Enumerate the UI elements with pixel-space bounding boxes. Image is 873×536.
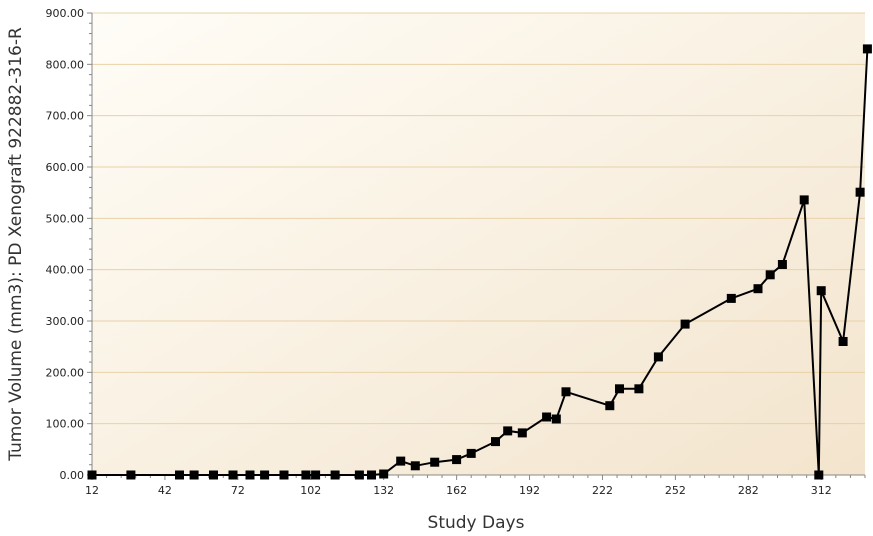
y-tick-label: 300.00 (46, 315, 85, 328)
data-point (765, 270, 775, 280)
data-point (838, 337, 848, 346)
data-point (605, 401, 615, 411)
y-tick-label: 900.00 (46, 7, 85, 20)
data-point (615, 384, 624, 394)
data-point (753, 284, 763, 294)
data-series (87, 44, 872, 480)
gridlines (92, 12, 865, 425)
data-point (491, 437, 500, 447)
x-axis-title: Study Days (428, 513, 525, 533)
data-point (561, 387, 571, 397)
data-point (279, 470, 289, 480)
y-tick-label: 400.00 (46, 264, 85, 277)
data-point (410, 461, 420, 471)
plot-area (92, 13, 865, 475)
data-point (126, 470, 136, 480)
y-tick-label: 700.00 (46, 110, 85, 123)
data-point (816, 286, 826, 296)
data-point (814, 470, 824, 480)
data-point (396, 456, 406, 466)
data-point (680, 319, 690, 329)
data-point (189, 470, 199, 480)
x-tick-label: 12 (85, 484, 99, 497)
y-axis-title: Tumor Volume (mm3): PD Xenograft 922882-… (6, 27, 26, 462)
data-point (634, 384, 644, 394)
y-tick-label: 0.00 (60, 469, 85, 482)
data-point (228, 470, 238, 480)
data-point (517, 428, 527, 438)
x-tick-label: 102 (300, 484, 321, 497)
data-point (301, 470, 311, 480)
data-point (209, 470, 218, 480)
y-tick-label: 200.00 (46, 366, 85, 379)
data-point (430, 457, 440, 467)
data-point (330, 470, 340, 480)
data-point (503, 426, 513, 436)
data-point (551, 414, 561, 424)
data-point (354, 470, 364, 480)
data-point (379, 469, 389, 479)
x-tick-label: 42 (158, 484, 172, 497)
data-point (311, 470, 321, 480)
data-point (777, 260, 787, 269)
x-tick-label: 192 (519, 484, 540, 497)
x-tick-label: 162 (446, 484, 467, 497)
data-point (653, 352, 663, 362)
data-point (799, 195, 809, 205)
data-point (452, 455, 462, 465)
y-tick-label: 100.00 (46, 418, 85, 431)
data-point (260, 470, 270, 480)
data-point (726, 293, 736, 303)
data-point (855, 187, 865, 197)
y-tick-label: 800.00 (46, 58, 85, 71)
x-tick-label: 282 (738, 484, 759, 497)
x-tick-label: 72 (231, 484, 245, 497)
x-tick-label: 222 (592, 484, 613, 497)
data-point (466, 448, 476, 458)
y-tick-label: 600.00 (46, 161, 85, 174)
x-tick-label: 312 (811, 484, 832, 497)
data-point (862, 44, 872, 54)
data-point (245, 470, 255, 480)
x-tick-label: 132 (373, 484, 394, 497)
data-point (542, 412, 552, 422)
x-tick-label: 252 (665, 484, 686, 497)
data-point (367, 470, 376, 480)
y-tick-label: 500.00 (46, 212, 85, 225)
data-point (175, 470, 184, 480)
data-point (87, 470, 97, 480)
